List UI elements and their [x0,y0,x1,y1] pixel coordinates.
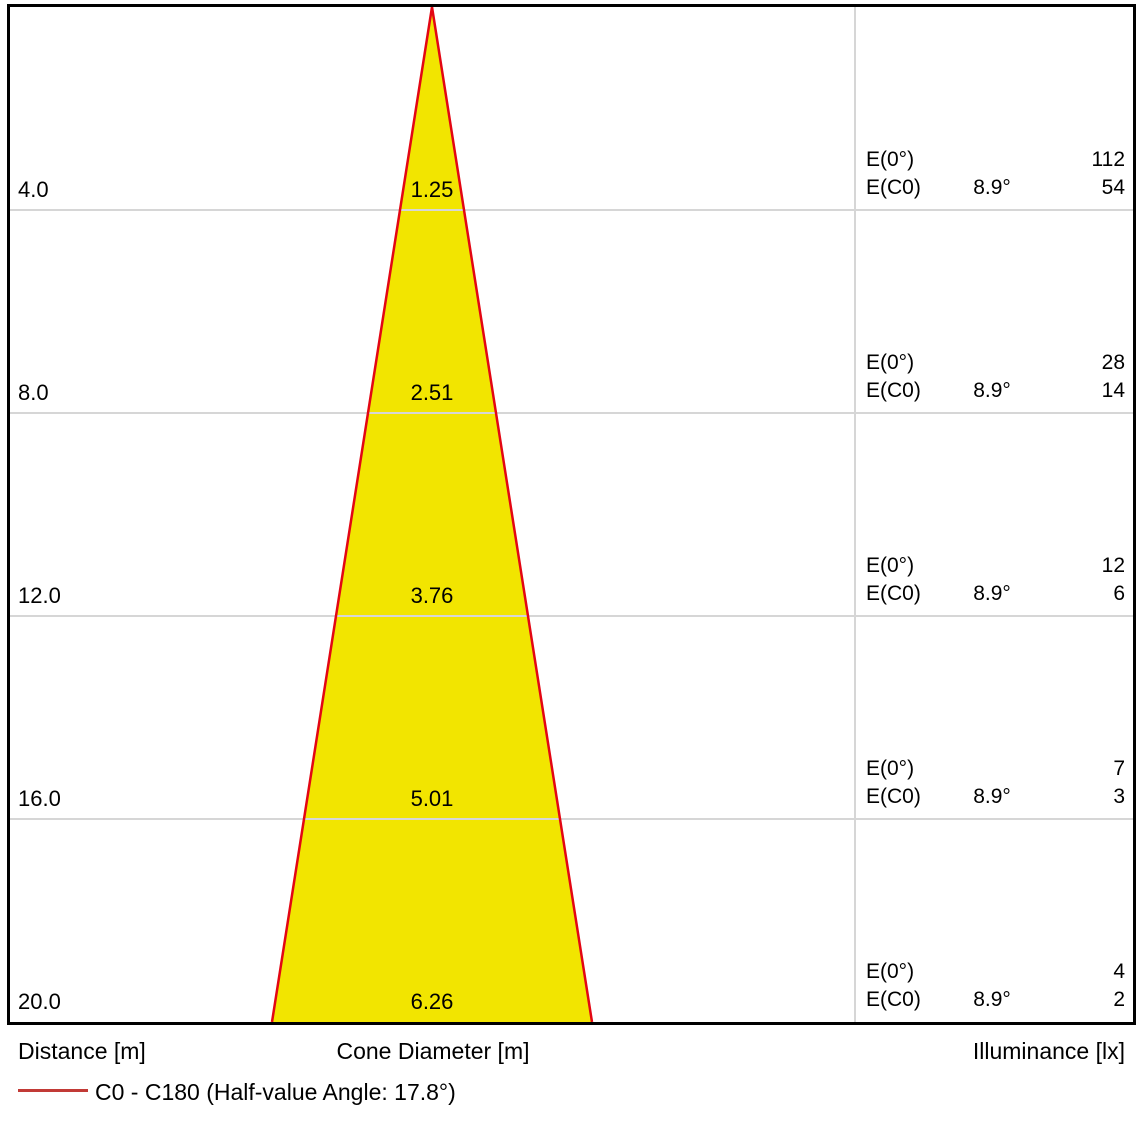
cone-plot-canvas [10,7,1133,1022]
ec0-line: E(C0) 8.9° 2 [866,986,1125,1014]
ec0-line: E(C0) 8.9° 14 [866,377,1125,405]
e0-label: E(0°) [866,960,915,983]
cone-diameter-label-8m: 2.51 [410,380,454,405]
distance-label-8m: 8.0 [18,380,49,405]
e0-label: E(0°) [866,148,915,171]
light-cone-fill [272,7,592,1022]
distance-label-16m: 16.0 [18,786,61,811]
e0-label: E(0°) [866,554,915,577]
e0-line: E(0°) 112 [866,146,1125,174]
ec0-label: E(C0) [866,582,921,605]
illuminance-block-12m: E(0°) 12 E(C0) 8.9° 6 [866,552,1125,608]
ec0-angle: 8.9° [973,785,1011,808]
legend-label: C0 - C180 (Half-value Angle: 17.8°) [95,1079,456,1105]
ec0-angle: 8.9° [973,988,1011,1011]
illuminance-block-8m: E(0°) 28 E(C0) 8.9° 14 [866,349,1125,405]
cone-diameter-label-12m: 3.76 [410,583,454,608]
ec0-value: 2 [1113,988,1125,1011]
ec0-angle: 8.9° [973,582,1011,605]
e0-value: 7 [1113,757,1125,780]
e0-label: E(0°) [866,351,915,374]
e0-angle [954,146,1030,174]
distance-label-20m: 20.0 [18,989,61,1014]
e0-value: 4 [1113,960,1125,983]
illuminance-block-20m: E(0°) 4 E(C0) 8.9° 2 [866,958,1125,1014]
light-cone-outline [270,7,594,1022]
ec0-line: E(C0) 8.9° 3 [866,783,1125,811]
ec0-line: E(C0) 8.9° 6 [866,580,1125,608]
distance-axis-label: Distance [m] [18,1038,146,1064]
e0-angle [954,958,1030,986]
ec0-value: 54 [1101,176,1125,199]
cone-diameter-label-20m: 6.26 [410,989,454,1014]
e0-line: E(0°) 7 [866,755,1125,783]
ec0-value: 14 [1101,379,1125,402]
e0-value: 28 [1101,351,1125,374]
ec0-angle: 8.9° [973,176,1011,199]
ec0-label: E(C0) [866,176,921,199]
illuminance-block-4m: E(0°) 112 E(C0) 8.9° 54 [866,146,1125,202]
cone-diameter-label-16m: 5.01 [410,786,454,811]
e0-line: E(0°) 4 [866,958,1125,986]
e0-angle [954,552,1030,580]
legend-line-swatch [18,1089,88,1092]
e0-angle [954,349,1030,377]
ec0-label: E(C0) [866,785,921,808]
cone-diameter-label-4m: 1.25 [410,177,454,202]
ec0-value: 6 [1113,582,1125,605]
ec0-line: E(C0) 8.9° 54 [866,174,1125,202]
ec0-angle: 8.9° [973,379,1011,402]
e0-line: E(0°) 12 [866,552,1125,580]
e0-value: 12 [1101,554,1125,577]
e0-angle [954,755,1030,783]
illuminance-axis-label: Illuminance [lx] [972,1038,1125,1064]
cone-diameter-axis-label: Cone Diameter [m] [336,1038,530,1064]
chart-frame [7,4,1136,1025]
distance-label-12m: 12.0 [18,583,61,608]
ec0-label: E(C0) [866,988,921,1011]
ec0-value: 3 [1113,785,1125,808]
e0-value: 112 [1091,148,1125,171]
ec0-label: E(C0) [866,379,921,402]
distance-label-4m: 4.0 [18,177,49,202]
e0-line: E(0°) 28 [866,349,1125,377]
illuminance-block-16m: E(0°) 7 E(C0) 8.9° 3 [866,755,1125,811]
e0-label: E(0°) [866,757,915,780]
